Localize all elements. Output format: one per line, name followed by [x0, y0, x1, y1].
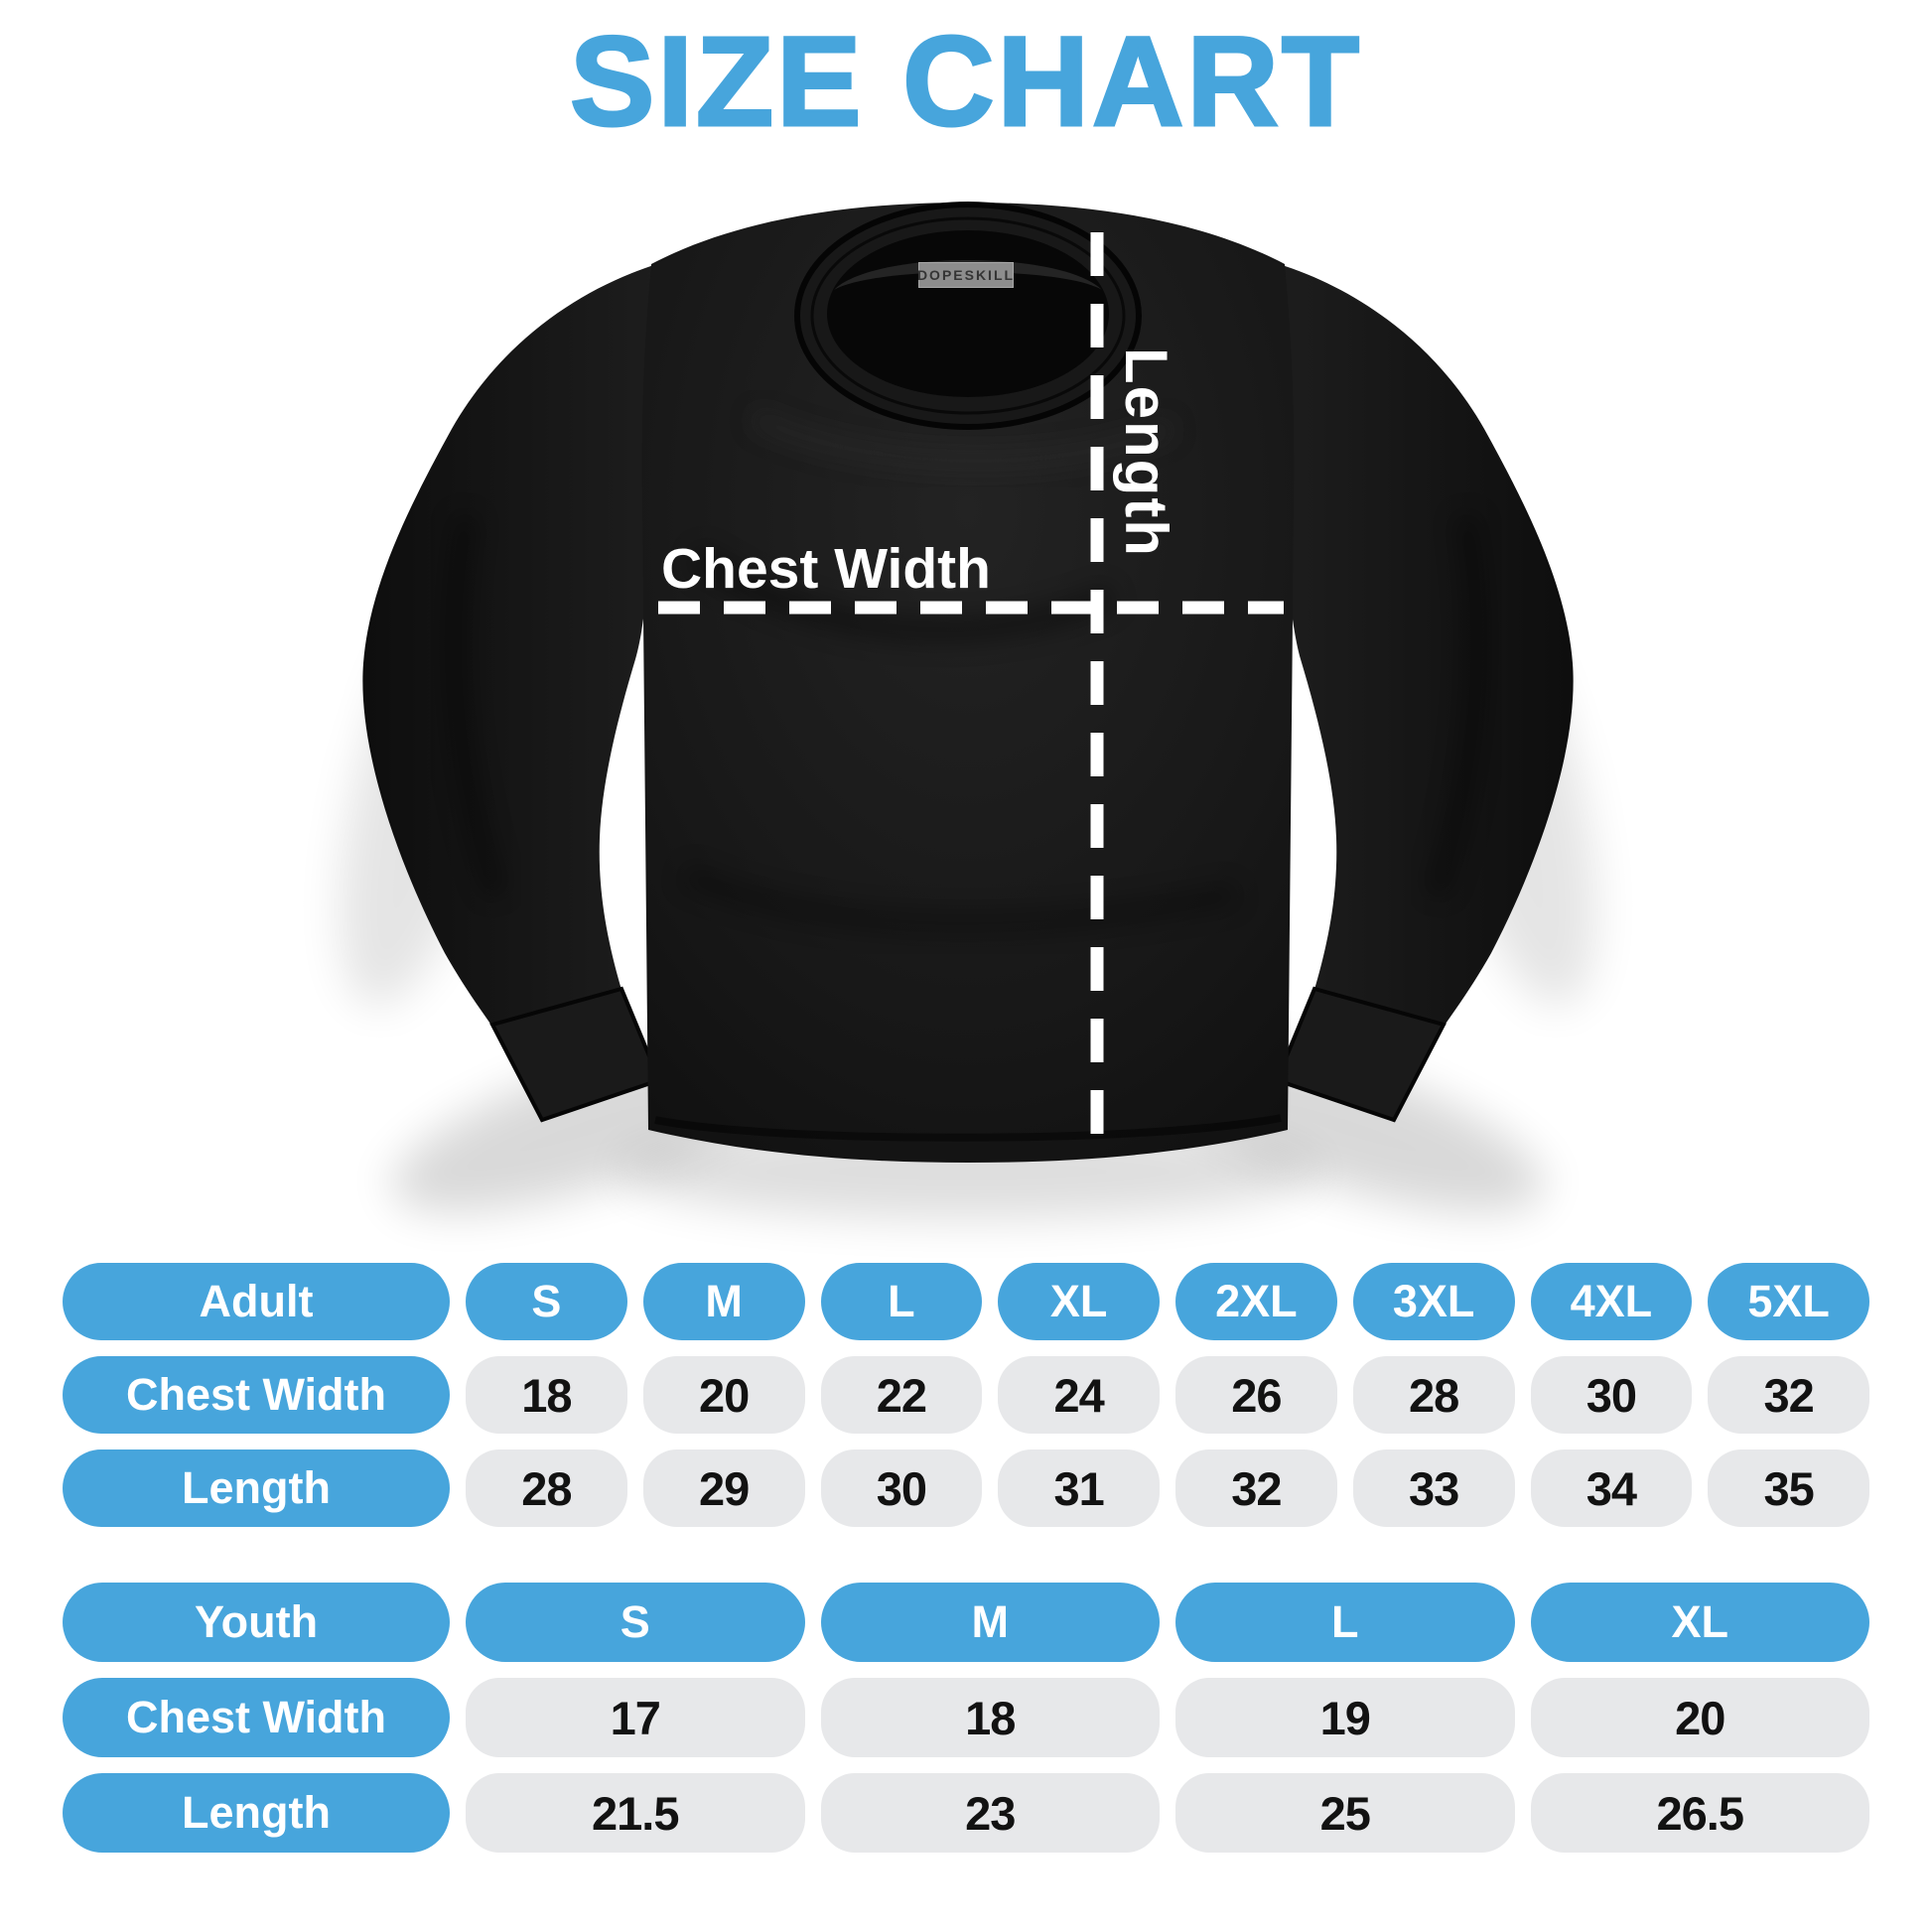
- adult-chest-width-value: 24: [998, 1356, 1160, 1434]
- adult-length-value: 28: [466, 1449, 627, 1527]
- youth-size-header: L: [1175, 1583, 1515, 1662]
- adult-size-header: 3XL: [1352, 1263, 1515, 1340]
- adult-size-header: 2XL: [1175, 1263, 1337, 1340]
- adult-length-row-label: Length: [63, 1449, 450, 1527]
- adult-length-value: 33: [1352, 1449, 1515, 1527]
- youth-size-header: XL: [1530, 1583, 1869, 1662]
- adult-length-value: 30: [820, 1449, 983, 1527]
- adult-size-header: 4XL: [1530, 1263, 1693, 1340]
- adult-chest-width-value: 28: [1352, 1356, 1515, 1434]
- adult-length-value: 29: [642, 1449, 805, 1527]
- adult-length-value: 31: [998, 1449, 1160, 1527]
- brand-label: DOPESKILL: [917, 262, 1014, 288]
- youth-chest-width-value: 20: [1530, 1678, 1869, 1757]
- adult-chest-width-value: 30: [1530, 1356, 1693, 1434]
- length-label: Length: [1113, 347, 1179, 558]
- page-title: SIZE CHART: [569, 11, 1362, 153]
- youth-size-header: M: [820, 1583, 1160, 1662]
- adult-size-header: L: [820, 1263, 983, 1340]
- adult-size-header: 5XL: [1708, 1263, 1869, 1340]
- youth-length-value: 26.5: [1530, 1773, 1869, 1853]
- youth-length-value: 21.5: [466, 1773, 805, 1853]
- youth-length-value: 23: [820, 1773, 1160, 1853]
- youth-chest-width-row-label: Chest Width: [63, 1678, 450, 1757]
- youth-size-table: Youth S M L XL Chest Width 17 18 19 20 L…: [63, 1583, 1869, 1853]
- adult-table-title: Adult: [63, 1263, 450, 1340]
- youth-table-title: Youth: [63, 1583, 450, 1662]
- youth-length-row-label: Length: [63, 1773, 450, 1853]
- adult-size-table: Adult S M L XL 2XL 3XL 4XL 5XL Chest Wid…: [63, 1263, 1869, 1527]
- adult-size-header: S: [466, 1263, 627, 1340]
- chest-width-label: Chest Width: [661, 537, 991, 601]
- adult-length-value: 35: [1708, 1449, 1869, 1527]
- adult-length-value: 34: [1530, 1449, 1693, 1527]
- adult-chest-width-value: 18: [466, 1356, 627, 1434]
- adult-chest-width-row-label: Chest Width: [63, 1356, 450, 1434]
- right-sleeve: [1279, 264, 1574, 1048]
- adult-chest-width-value: 32: [1708, 1356, 1869, 1434]
- youth-chest-width-value: 18: [820, 1678, 1160, 1757]
- adult-chest-width-value: 20: [642, 1356, 805, 1434]
- adult-chest-width-value: 26: [1175, 1356, 1337, 1434]
- youth-chest-width-value: 19: [1175, 1678, 1515, 1757]
- fabric-folds: [444, 409, 1488, 1142]
- adult-size-header: XL: [998, 1263, 1160, 1340]
- left-sleeve: [362, 264, 657, 1048]
- adult-chest-width-value: 22: [820, 1356, 983, 1434]
- youth-size-header: S: [466, 1583, 805, 1662]
- collar: [794, 202, 1142, 430]
- adult-size-header: M: [642, 1263, 805, 1340]
- youth-length-value: 25: [1175, 1773, 1515, 1853]
- adult-length-value: 32: [1175, 1449, 1337, 1527]
- youth-chest-width-value: 17: [466, 1678, 805, 1757]
